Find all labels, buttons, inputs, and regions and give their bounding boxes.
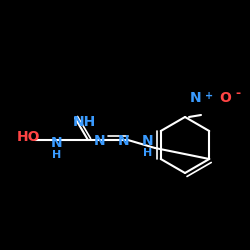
Text: N: N bbox=[51, 136, 63, 150]
Text: O: O bbox=[219, 91, 231, 105]
Text: N: N bbox=[118, 134, 130, 148]
Text: N: N bbox=[142, 134, 154, 148]
Text: N: N bbox=[94, 134, 106, 148]
Text: NH: NH bbox=[72, 115, 96, 129]
Text: N: N bbox=[190, 91, 202, 105]
Text: H: H bbox=[52, 150, 62, 160]
Text: +: + bbox=[205, 91, 213, 101]
Text: HO: HO bbox=[16, 130, 40, 144]
Text: -: - bbox=[236, 86, 240, 100]
Text: H: H bbox=[144, 148, 152, 158]
